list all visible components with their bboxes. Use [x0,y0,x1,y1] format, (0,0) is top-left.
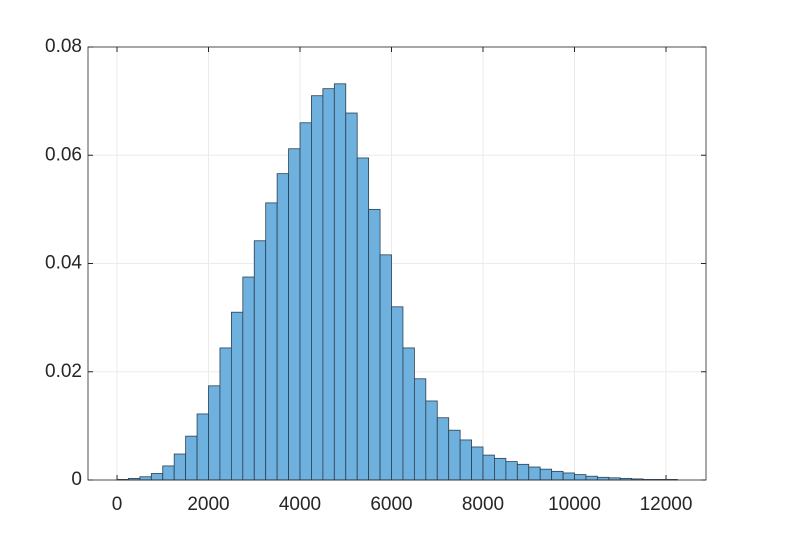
bar [150,473,164,481]
bar [596,476,610,481]
bar [391,306,404,481]
bar [322,88,335,481]
x-tick-label: 6000 [370,494,412,515]
axes-box [87,46,707,481]
x-tick-label: 2000 [187,494,229,515]
bar [242,276,255,481]
bar [208,385,221,481]
x-tick-label: 0 [112,494,123,515]
y-tick-label: 0 [71,469,82,490]
bar [265,202,278,481]
bar [230,311,244,481]
y-tick-label: 0.06 [45,144,82,165]
bar [505,461,518,481]
x-tick-label: 12000 [640,494,693,515]
bar [516,463,530,481]
bar [173,453,187,481]
bar [379,254,392,481]
bar [448,429,461,481]
bar [311,95,324,481]
bar [494,457,507,481]
bar [345,112,358,481]
bar [276,173,289,481]
bar [574,474,587,481]
bar [219,347,232,481]
y-tick-label: 0.04 [45,253,82,274]
y-tick-label: 0.02 [45,361,82,382]
bar [162,465,175,481]
bar [539,468,553,481]
bar [585,475,598,481]
bar [413,378,427,481]
bar [551,470,564,481]
bar [299,122,312,481]
x-tick-label: 8000 [462,494,504,515]
bar [368,208,381,481]
bar [436,417,450,481]
bar [253,240,267,481]
bar [459,439,472,481]
x-tick-label: 4000 [279,494,321,515]
bar [402,347,415,481]
bar [562,472,575,481]
bar [471,446,484,481]
bar [185,435,198,481]
bar [482,454,495,481]
bar [288,148,301,481]
bar [528,466,541,481]
bar [333,83,347,481]
x-tick-label: 10000 [548,494,601,515]
bar [196,413,209,481]
bar [139,476,152,481]
bar [356,157,370,481]
y-tick-label: 0.08 [45,36,82,57]
bar [425,400,438,481]
